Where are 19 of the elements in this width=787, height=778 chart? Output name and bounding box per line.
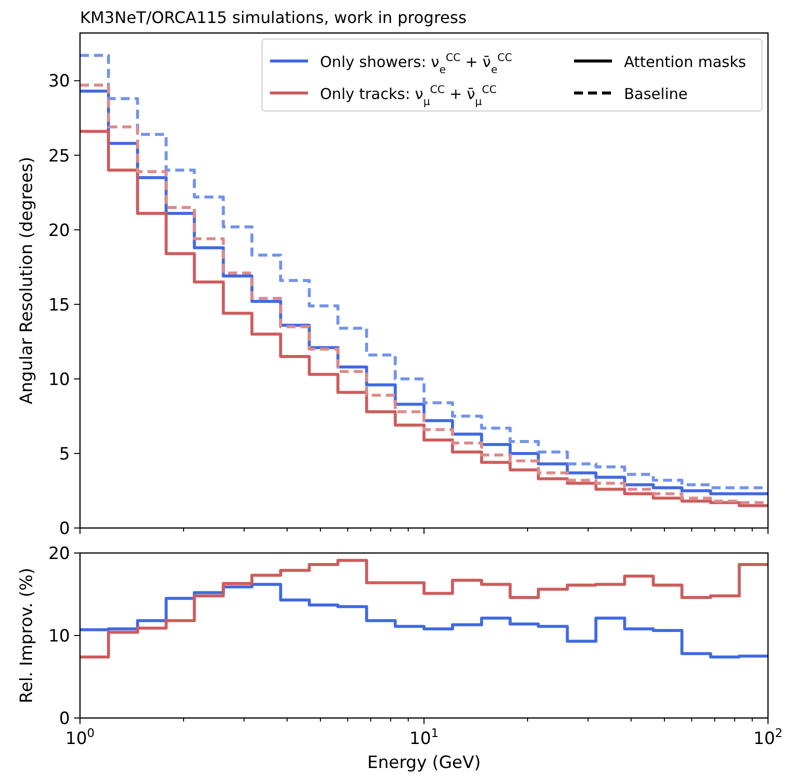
y-tick-label: 0 [59,709,70,729]
y-tick-label: 30 [48,72,70,92]
chart-title: KM3NeT/ORCA115 simulations, work in progress [80,8,467,27]
x-axis-title: Energy (GeV) [367,753,481,773]
y-tick-label: 10 [48,626,70,646]
y-tick-label: 20 [48,544,70,564]
x-tick-label: 10$^{0}$ [65,726,95,749]
x-tick-label: 10$^{1}$ [409,726,439,749]
annotation: Attention masks [624,53,746,71]
x-tick-label: 10$^{2}$ [753,726,783,749]
y-tick-label: 10 [48,370,70,390]
y-tick-label: 25 [48,146,70,166]
y-tick-label: 5 [59,444,70,464]
y-axis-title: Rel. Improv. (%) [17,568,37,704]
y-tick-label: 15 [48,295,70,316]
annotation: Baseline [624,85,688,103]
y-tick-label: 0 [59,519,70,539]
y-tick-label: 20 [48,220,70,241]
y-axis-title: Angular Resolution (degrees) [17,156,37,404]
